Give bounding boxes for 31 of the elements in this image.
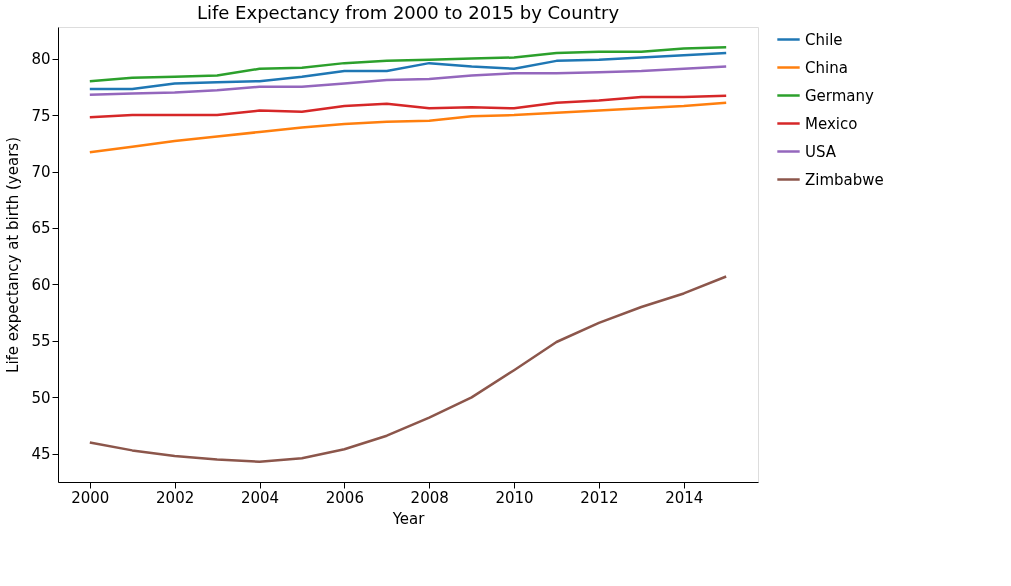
y-tick-label: 60 <box>31 275 51 294</box>
legend-label: Chile <box>805 30 843 49</box>
legend-label: USA <box>805 142 837 161</box>
x-tick-label: 2012 <box>580 488 619 507</box>
line-series <box>88 101 728 154</box>
x-tick-label: 2002 <box>156 488 195 507</box>
y-tick-label: 50 <box>31 388 51 407</box>
legend-label: Zimbabwe <box>805 170 884 189</box>
y-tick-label: 75 <box>31 106 51 125</box>
x-tick-label: 2014 <box>665 488 704 507</box>
y-tick-label: 45 <box>31 445 51 464</box>
legend-label: Mexico <box>805 114 858 133</box>
line-series <box>88 65 728 96</box>
y-tick-label: 80 <box>31 50 51 69</box>
x-tick-label: 2000 <box>71 488 110 507</box>
chart-title: Life Expectancy from 2000 to 2015 by Country <box>196 2 620 23</box>
y-axis-title: Life expectancy at birth (years) <box>4 137 23 373</box>
x-tick-label: 2006 <box>325 488 364 507</box>
x-tick-label: 2010 <box>495 488 534 507</box>
x-axis-title: Year <box>391 509 426 528</box>
legend-label: China <box>805 58 848 77</box>
y-tick-label: 55 <box>31 332 51 351</box>
line-series <box>88 46 728 83</box>
y-tick-label: 65 <box>31 219 51 238</box>
x-tick-label: 2004 <box>240 488 280 507</box>
legend-label: Germany <box>805 86 875 105</box>
line-series <box>88 51 728 91</box>
line-series <box>88 94 728 119</box>
x-tick-label: 2008 <box>410 488 449 507</box>
line-series <box>88 275 728 463</box>
y-tick-label: 70 <box>31 163 51 182</box>
